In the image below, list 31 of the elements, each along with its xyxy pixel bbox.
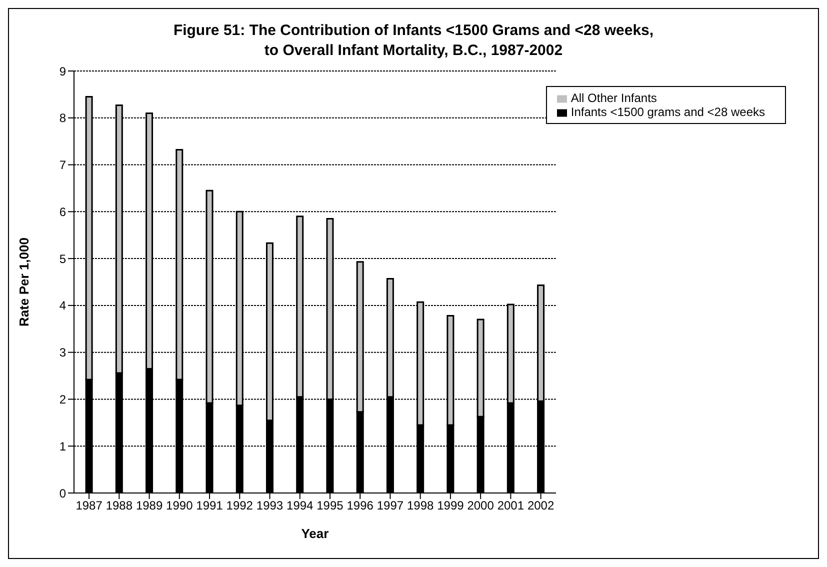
x-axis-title: Year	[301, 526, 329, 541]
chart-title: Figure 51: The Contribution of Infants <1500 Grams and <28 weeks, to Overall Infant Mortality, B.C., 1987-2002	[172, 21, 655, 61]
x-tick-label: 1997	[376, 498, 404, 513]
x-tick-label: 2001	[497, 498, 524, 513]
y-tick-label: 6	[59, 204, 66, 219]
y-tick-label: 3	[59, 346, 66, 360]
x-tick-label: 1990	[166, 498, 194, 513]
x-tick-label: 1998	[406, 498, 434, 513]
y-tick-label: 2	[59, 392, 66, 406]
x-tick-label: 1987	[76, 498, 103, 513]
y-tick-label: 5	[59, 252, 66, 266]
x-tick-label: 1989	[136, 498, 163, 513]
x-tick-label: 2000	[467, 498, 494, 513]
x-tick-label: 1993	[256, 498, 284, 513]
x-tick-label: 1991	[196, 498, 224, 513]
y-tick-label: 1	[59, 439, 66, 454]
y-tick-label: 7	[59, 158, 66, 172]
y-tick-label: 4	[59, 298, 66, 313]
y-tick-label: 8	[59, 111, 66, 126]
legend-label: All Other Infants	[570, 91, 657, 105]
x-tick-label: 1994	[286, 498, 314, 513]
x-tick-label: 2002	[527, 498, 554, 513]
y-tick-label: 9	[59, 64, 66, 78]
y-tick-label: 0	[59, 486, 66, 500]
x-tick-label: 1995	[316, 498, 344, 513]
legend-label: Infants <1500 grams and <28 weeks	[570, 105, 765, 119]
x-tick-label: 1996	[346, 498, 374, 513]
y-axis-title: Rate Per 1,000	[16, 238, 32, 326]
x-tick-label: 1992	[226, 498, 254, 513]
x-tick-label: 1988	[106, 498, 133, 513]
x-tick-label: 1999	[437, 498, 464, 513]
